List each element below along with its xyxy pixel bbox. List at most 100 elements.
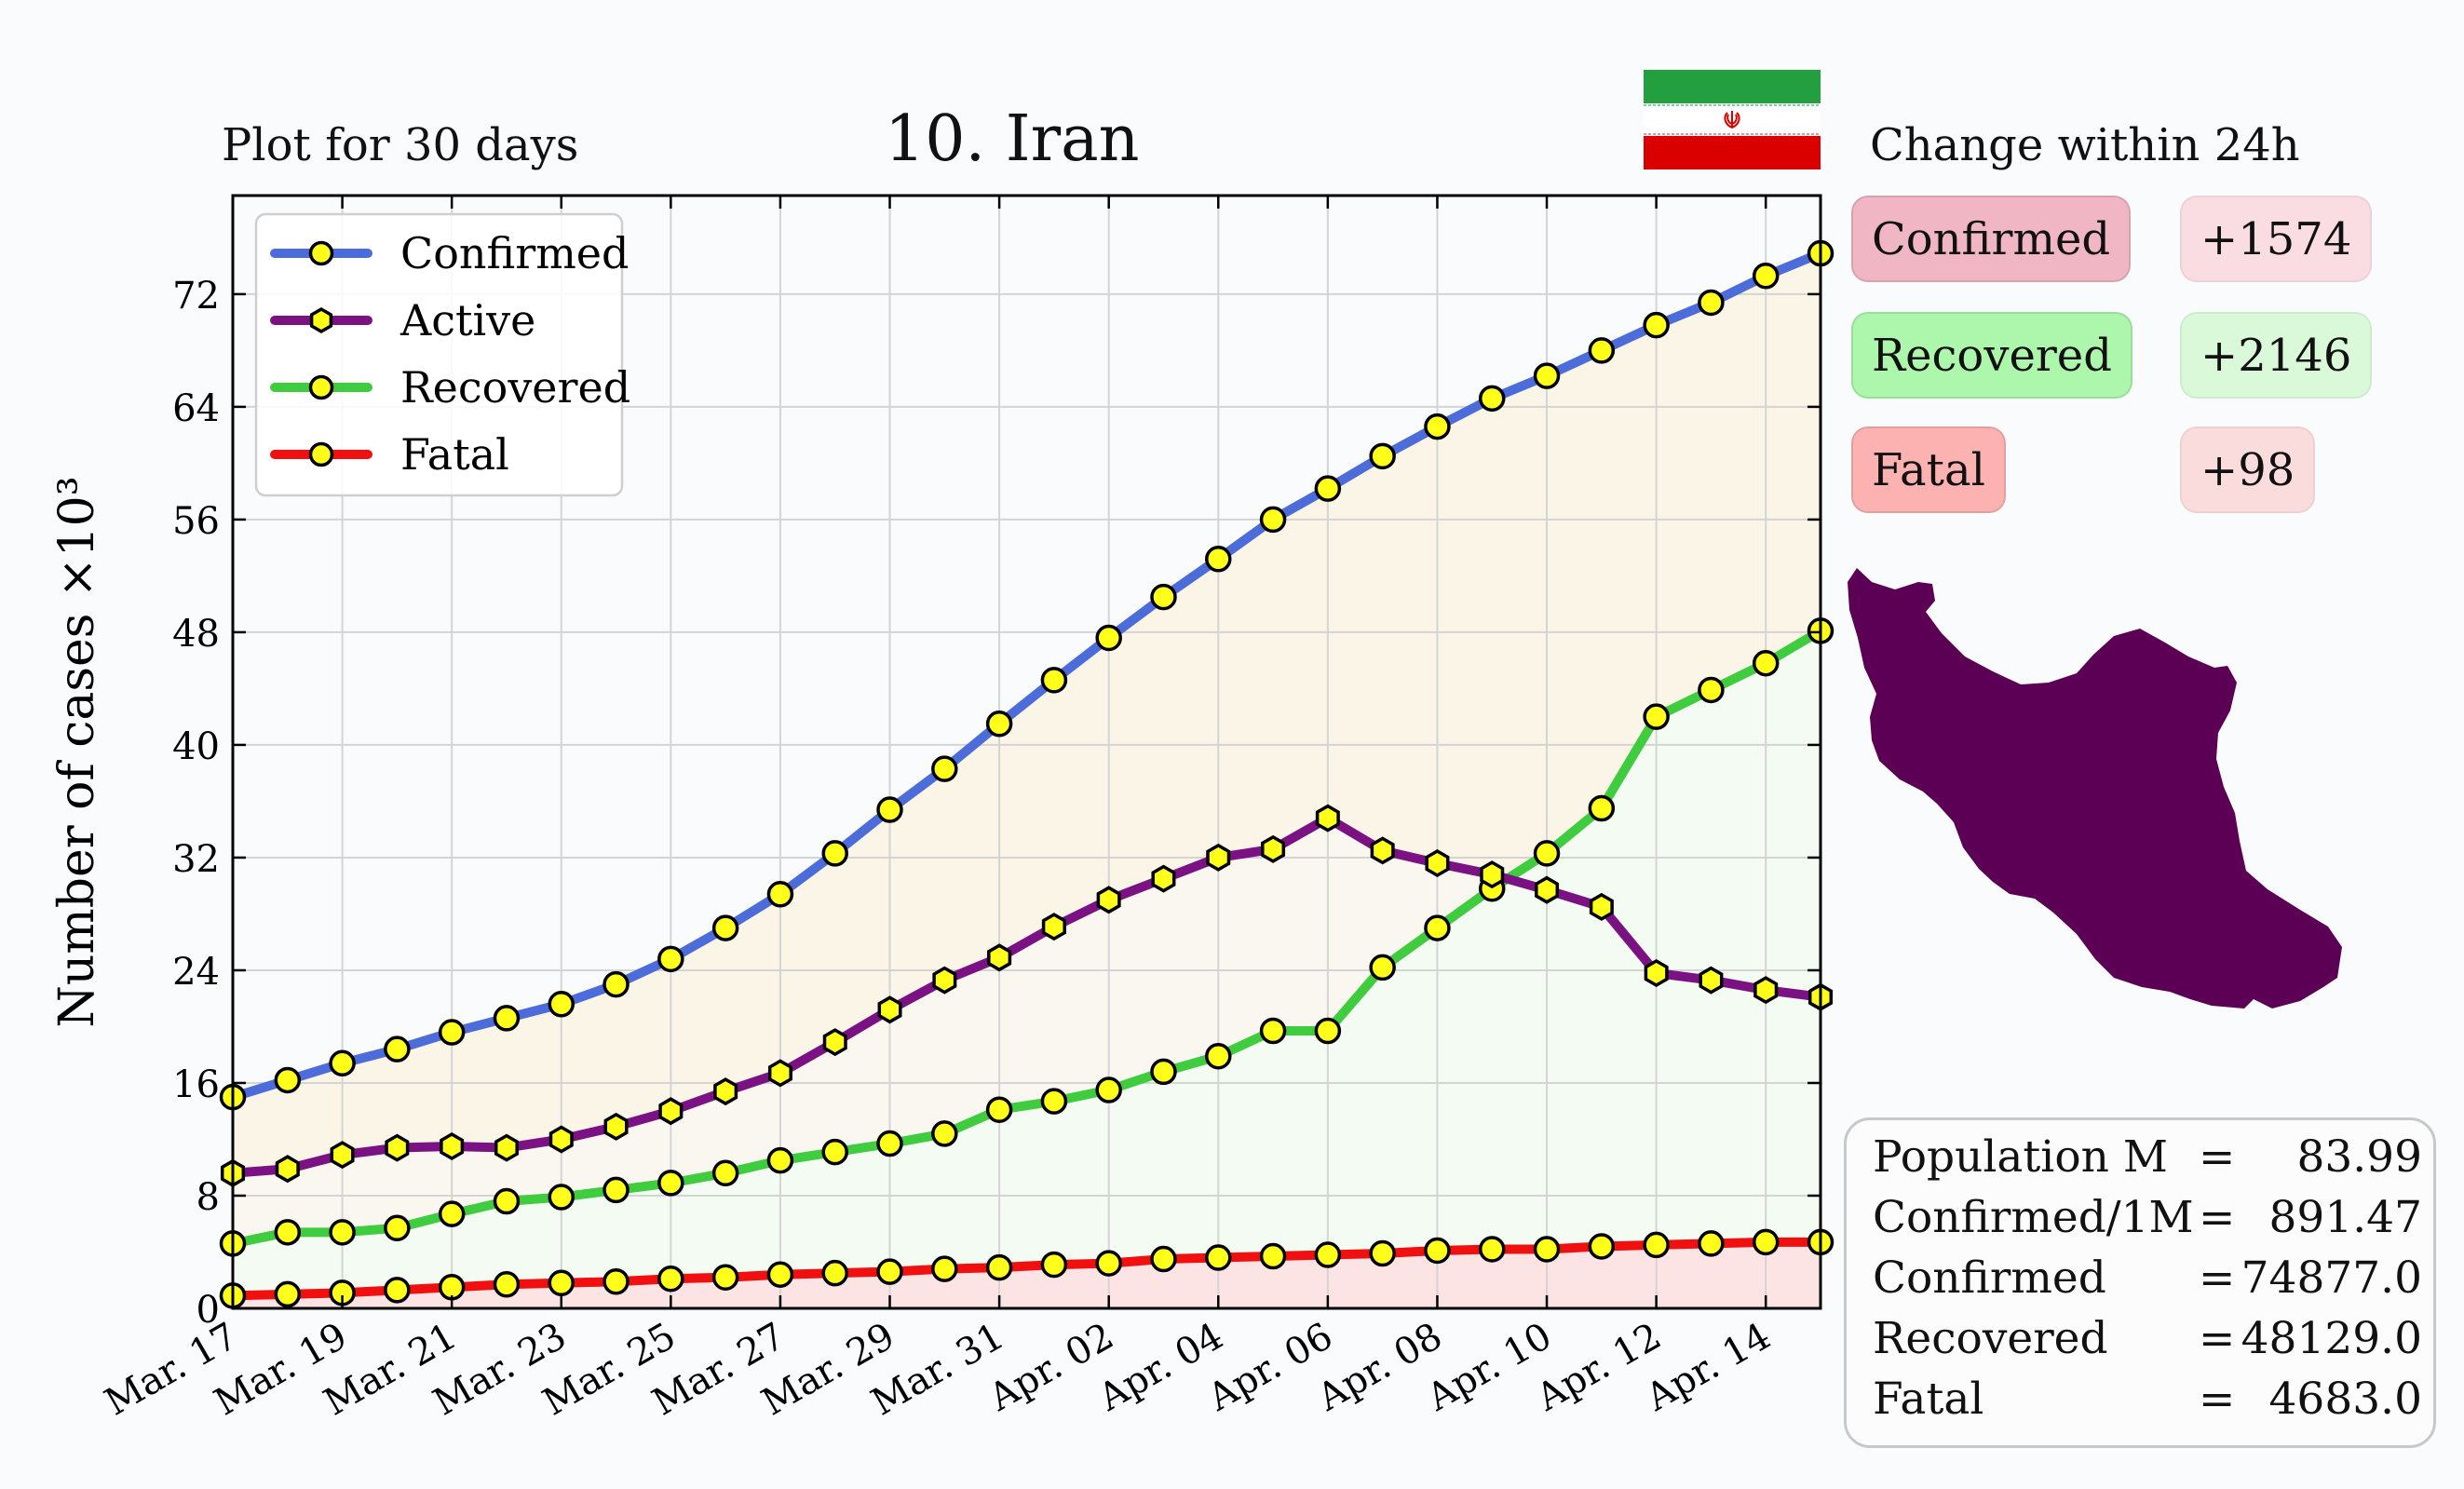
data-point-fatal	[1095, 1250, 1122, 1277]
y-tick-label: 56	[172, 500, 220, 543]
legend: Confirmed Active Recovered Fatal	[254, 212, 630, 497]
data-point-recovered	[657, 1170, 684, 1197]
data-point-fatal	[657, 1265, 684, 1293]
y-tick-label: 24	[172, 951, 220, 994]
series-markers	[219, 239, 1834, 1309]
data-point-confirmed	[1698, 289, 1725, 317]
data-point-recovered	[821, 1138, 848, 1166]
data-point-active	[987, 943, 1012, 972]
plot-frame	[231, 194, 1822, 1310]
data-point-active	[1644, 958, 1669, 988]
stat-equals: =	[2199, 1192, 2236, 1243]
data-point-fatal	[1643, 1231, 1670, 1259]
data-point-active	[1699, 966, 1724, 995]
data-point-confirmed	[657, 945, 684, 973]
data-point-active	[1535, 875, 1560, 904]
data-point-recovered	[329, 1219, 356, 1246]
stat-equals: =	[2199, 1374, 2236, 1425]
y-tick-label: 16	[172, 1063, 220, 1106]
data-point-fatal	[1150, 1245, 1177, 1273]
y-tick-label: 0	[196, 1289, 220, 1332]
stat-equals: =	[2199, 1252, 2236, 1304]
data-point-confirmed	[1205, 546, 1232, 573]
data-point-fatal	[821, 1259, 848, 1287]
data-point-active	[713, 1077, 738, 1106]
data-point-active	[1425, 848, 1450, 878]
data-point-active	[330, 1141, 355, 1170]
x-tick-label: Apr. 08	[1310, 1315, 1450, 1420]
data-point-fatal	[493, 1271, 521, 1298]
data-point-fatal	[1205, 1244, 1232, 1271]
area-fill-fatal	[233, 1241, 1821, 1308]
data-point-confirmed	[1533, 362, 1561, 389]
stat-row-confirmed: Confirmed = 74877.0	[1873, 1252, 2422, 1312]
recovered-change-value: +2146	[2180, 312, 2373, 399]
legend-label-fatal: Fatal	[400, 429, 509, 480]
data-point-recovered	[1369, 954, 1396, 981]
y-tick-label: 8	[196, 1176, 220, 1219]
data-point-confirmed	[1478, 385, 1506, 413]
change-caption: Change within 24h	[1870, 119, 2300, 171]
data-point-recovered	[274, 1219, 302, 1246]
data-point-recovered	[1588, 794, 1616, 822]
data-point-fatal	[1588, 1233, 1616, 1260]
data-point-recovered	[766, 1146, 794, 1174]
data-point-recovered	[1205, 1042, 1232, 1070]
data-point-active	[767, 1059, 792, 1088]
data-point-confirmed	[1369, 442, 1396, 470]
y-axis-label: Number of cases ×10³	[49, 476, 105, 1027]
x-tick-label: Apr. 02	[982, 1315, 1121, 1420]
y-tick-label: 32	[172, 838, 220, 881]
legend-marker	[309, 306, 333, 334]
stat-key: Confirmed	[1873, 1252, 2106, 1304]
data-point-confirmed	[711, 914, 739, 941]
data-point-active	[1096, 886, 1121, 914]
data-point-confirmed	[821, 840, 848, 867]
data-point-recovered	[1752, 649, 1780, 677]
data-point-recovered	[1643, 703, 1670, 730]
stat-key: Fatal	[1873, 1374, 1984, 1425]
data-point-recovered	[1698, 676, 1725, 704]
data-point-confirmed	[1040, 667, 1068, 694]
data-point-active	[658, 1097, 684, 1126]
data-point-fatal	[548, 1269, 575, 1297]
data-point-fatal	[931, 1255, 958, 1282]
data-point-fatal	[711, 1264, 739, 1291]
stat-key: Recovered	[1873, 1313, 2108, 1364]
legend-label-recovered: Recovered	[400, 362, 630, 413]
confirmed-change-value: +1574	[2180, 196, 2373, 282]
data-point-recovered	[493, 1187, 521, 1215]
data-point-recovered	[1533, 840, 1561, 867]
data-point-fatal	[602, 1268, 630, 1295]
data-point-recovered	[438, 1200, 466, 1227]
legend-marker	[308, 374, 334, 400]
data-point-fatal	[985, 1253, 1013, 1281]
data-point-active	[1315, 804, 1340, 832]
x-tick-label: Apr. 04	[1090, 1315, 1230, 1420]
stat-equals: =	[2199, 1131, 2236, 1183]
y-tick-label: 64	[172, 387, 220, 430]
data-point-fatal	[1424, 1237, 1451, 1265]
data-point-fatal	[876, 1258, 903, 1285]
stat-value: 891.47	[2268, 1192, 2422, 1243]
data-point-active	[932, 966, 957, 995]
data-point-fatal	[1369, 1239, 1396, 1267]
stat-row-population: Population M = 83.99	[1873, 1131, 2422, 1191]
recovered-change-label: Recovered	[1851, 312, 2132, 399]
x-tick-label: Apr. 14	[1638, 1315, 1778, 1420]
data-point-confirmed	[1752, 262, 1780, 290]
data-point-recovered	[602, 1176, 630, 1204]
y-tick-label: 48	[172, 613, 220, 656]
data-point-fatal	[1259, 1242, 1287, 1270]
data-point-recovered	[711, 1159, 739, 1187]
data-point-confirmed	[1150, 583, 1177, 611]
data-point-confirmed	[985, 710, 1013, 738]
iran-flag-icon	[1644, 70, 1821, 169]
stats-panel: Population M = 83.99 Confirmed/1M = 891.…	[1844, 1117, 2436, 1448]
data-point-recovered	[384, 1214, 411, 1242]
plot-range-caption: Plot for 30 days	[222, 119, 579, 171]
data-point-recovered	[1095, 1076, 1122, 1103]
data-point-confirmed	[1095, 624, 1122, 652]
data-point-fatal	[1478, 1236, 1506, 1263]
stat-value: 83.99	[2296, 1131, 2422, 1183]
